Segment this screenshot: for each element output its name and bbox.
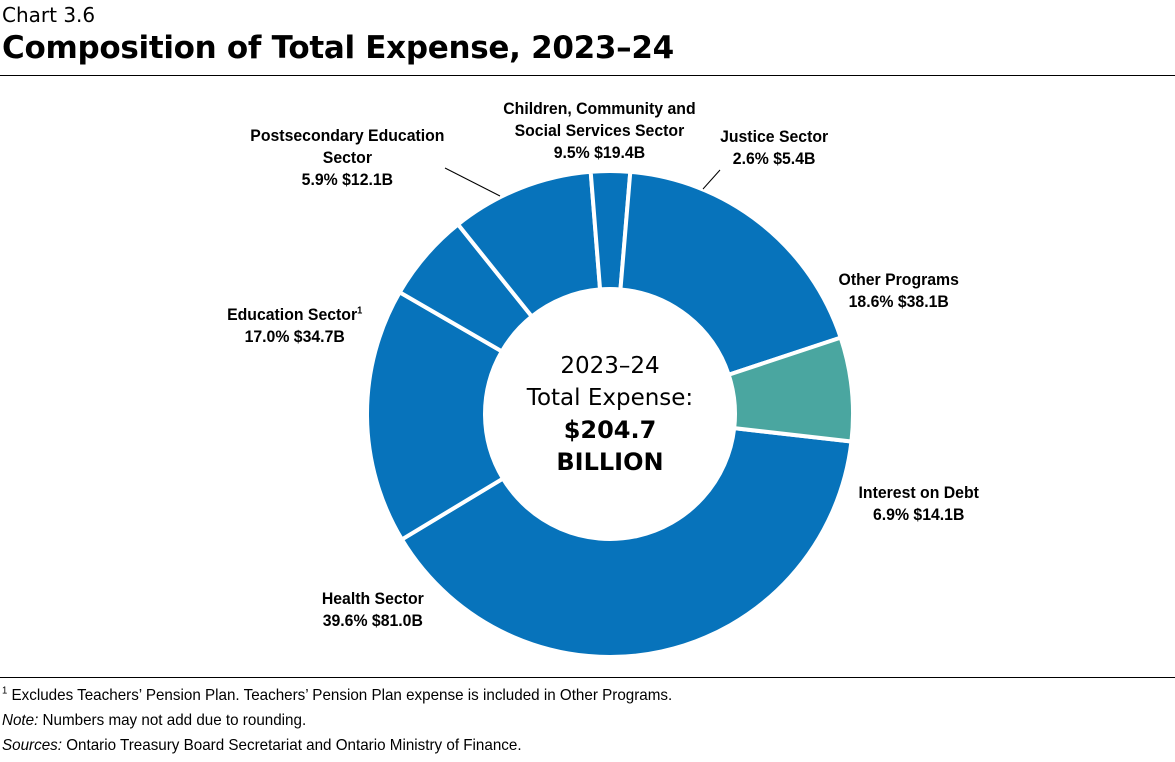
label-health-sector: Health Sector 39.6% $81.0B bbox=[321, 589, 424, 630]
chart-title: Composition of Total Expense, 2023–24 bbox=[2, 30, 674, 66]
donut-center-label: 2023–24 Total Expense: $204.7 BILLION bbox=[510, 350, 710, 478]
leader-line-justice bbox=[702, 169, 721, 190]
label-other-programs: Other Programs 18.6% $38.1B bbox=[838, 270, 959, 311]
label-postsecondary-sector: Postsecondary Education Sector 5.9% $12.… bbox=[250, 126, 445, 189]
center-year: 2023–24 bbox=[560, 353, 660, 379]
footnote-marker: 1 bbox=[357, 305, 363, 317]
label-justice-sector: Justice Sector 2.6% $5.4B bbox=[720, 127, 829, 168]
footnote-sources: Sources: Ontario Treasury Board Secretar… bbox=[2, 737, 522, 754]
label-interest-on-debt: Interest on Debt 6.9% $14.1B bbox=[858, 483, 979, 524]
slice-health-sector bbox=[399, 426, 854, 659]
slice-interest-on-debt bbox=[726, 335, 855, 444]
bottom-rule bbox=[0, 677, 1175, 678]
center-caption: Total Expense: bbox=[526, 385, 694, 411]
leader-line-postsecondary bbox=[444, 167, 501, 197]
slice-education-sector bbox=[365, 290, 505, 542]
footnote-1: 1 Excludes Teachers’ Pension Plan. Teach… bbox=[2, 685, 673, 704]
footnote-note: Note: Numbers may not add due to roundin… bbox=[2, 712, 307, 729]
slice-other-programs bbox=[618, 169, 843, 377]
label-children-sector: Children, Community and Social Services … bbox=[503, 99, 696, 162]
label-education-sector: Education Sector1 17.0% $34.7B bbox=[227, 305, 363, 346]
center-unit: BILLION bbox=[556, 448, 664, 476]
chart-number: Chart 3.6 bbox=[2, 3, 96, 27]
center-value: $204.7 bbox=[563, 416, 657, 444]
top-rule bbox=[0, 75, 1175, 76]
